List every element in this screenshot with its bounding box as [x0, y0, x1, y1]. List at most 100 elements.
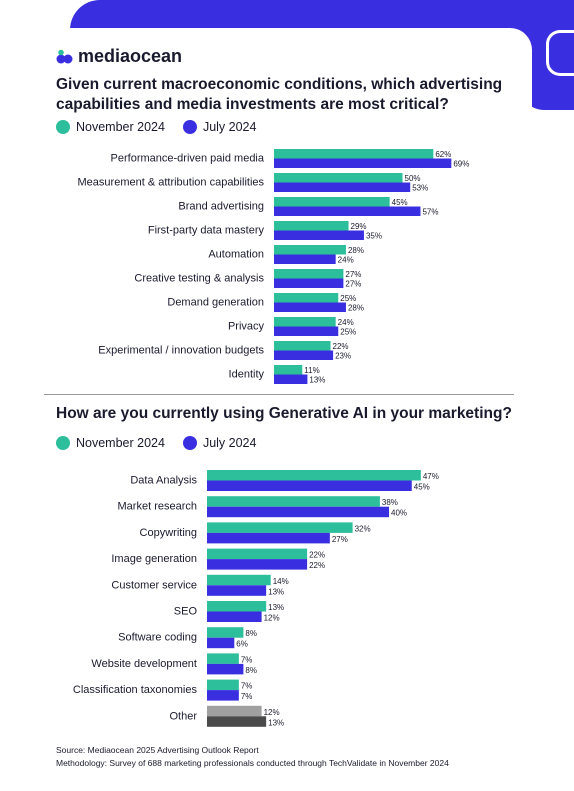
data-label: 7%: [241, 692, 253, 701]
bar-jul: [207, 585, 267, 596]
category-label: Market research: [118, 501, 197, 513]
data-label: 13%: [268, 603, 284, 612]
bar-jul: [274, 374, 308, 384]
category-label: SEO: [174, 606, 198, 618]
bar-nov: [274, 269, 344, 279]
bar-nov: [207, 574, 271, 586]
bar-jul: [274, 326, 339, 336]
bar-nov: [274, 365, 303, 375]
data-label: 27%: [332, 535, 348, 544]
bar-nov: [207, 601, 267, 612]
data-label: 12%: [264, 708, 280, 717]
data-label: 45%: [392, 198, 408, 207]
bar-jul: [207, 532, 330, 544]
data-label: 53%: [412, 184, 428, 193]
category-label: First-party data mastery: [148, 225, 265, 237]
data-label: 69%: [453, 160, 469, 169]
bar-nov: [274, 197, 390, 207]
bar-jul: [207, 637, 235, 649]
category-label: Data Analysis: [130, 475, 197, 487]
data-label: 13%: [268, 587, 284, 596]
data-label: 13%: [309, 376, 325, 385]
bar-nov: [207, 470, 421, 481]
bar-nov: [274, 341, 331, 351]
category-label: Classification taxonomies: [73, 684, 198, 696]
category-label: Other: [169, 710, 197, 722]
category-label: Identity: [229, 369, 265, 381]
chart2-legend: November 2024 July 2024: [56, 436, 274, 450]
bar-nov: [207, 522, 353, 533]
data-label: 7%: [241, 682, 253, 691]
legend-jul-swatch: [182, 436, 197, 450]
partial-logo-icon: [546, 30, 574, 76]
bar-nov: [207, 705, 262, 717]
data-label: 22%: [309, 551, 325, 560]
bar-nov: [274, 221, 349, 231]
legend-jul-label: July 2024: [202, 436, 257, 450]
category-label: Brand advertising: [178, 201, 264, 213]
bar-nov: [274, 173, 403, 183]
bar-jul: [207, 559, 308, 570]
category-label: Measurement & attribution capabilities: [78, 177, 265, 189]
bar-nov: [274, 245, 346, 255]
brand-name: mediaocean: [78, 46, 183, 66]
data-label: 29%: [351, 222, 367, 231]
data-label: 28%: [348, 304, 364, 313]
data-label: 23%: [335, 352, 351, 361]
data-label: 24%: [338, 256, 354, 265]
bar-jul: [274, 278, 344, 288]
data-label: 24%: [338, 318, 354, 327]
bar-jul: [207, 663, 244, 675]
bar-jul: [207, 506, 389, 518]
chart2-bars: Data Analysis 47% 45% Market research 38% 40%…: [73, 470, 439, 727]
data-label: 12%: [264, 614, 280, 623]
data-label: 47%: [423, 472, 439, 481]
bar-jul: [207, 716, 267, 727]
data-label: 13%: [268, 718, 284, 727]
bar-jul: [274, 158, 452, 168]
data-label: 57%: [422, 208, 438, 217]
mediaocean-logo-icon: [56, 49, 73, 63]
bar-nov: [274, 149, 434, 159]
legend-nov-swatch: [56, 120, 70, 134]
category-label: Image generation: [111, 553, 197, 565]
legend-nov-label: November 2024: [76, 436, 165, 450]
brand-logo: mediaocean: [56, 46, 182, 67]
bar-jul: [274, 254, 336, 264]
footer-source: Source: Mediaocean 2025 Advertising Outl…: [56, 745, 259, 755]
data-label: 8%: [245, 666, 257, 675]
bar-jul: [207, 611, 262, 622]
bar-jul: [274, 206, 421, 216]
data-label: 40%: [391, 509, 407, 518]
data-label: 25%: [340, 294, 356, 303]
category-label: Experimental / innovation budgets: [98, 345, 264, 357]
data-label: 27%: [345, 280, 361, 289]
footer-methodology: Methodology: Survey of 688 marketing pro…: [56, 758, 449, 768]
legend-nov-label: November 2024: [76, 120, 165, 134]
category-label: Customer service: [111, 579, 197, 591]
data-label: 11%: [304, 366, 319, 375]
bar-jul: [274, 182, 411, 192]
bar-jul: [207, 480, 412, 491]
category-label: Demand generation: [167, 297, 264, 309]
category-label: Website development: [91, 658, 197, 670]
data-label: 22%: [333, 342, 349, 351]
data-label: 45%: [414, 483, 430, 492]
data-label: 27%: [345, 270, 361, 279]
data-label: 6%: [236, 640, 248, 649]
data-label: 32%: [355, 524, 371, 533]
chart1-bars: Performance-driven paid media 62%69% Measu…: [78, 149, 469, 385]
category-label: Privacy: [228, 321, 265, 333]
chart1-legend: November 2024 July 2024: [56, 120, 274, 134]
bar-nov: [207, 627, 244, 638]
bar-nov: [207, 496, 380, 507]
bar-jul: [274, 230, 364, 240]
category-label: Copywriting: [140, 527, 197, 539]
bar-nov: [274, 317, 336, 327]
data-label: 7%: [241, 655, 253, 664]
data-label: 35%: [366, 232, 382, 241]
legend-jul-label: July 2024: [202, 120, 257, 134]
data-label: 62%: [435, 150, 451, 159]
data-label: 22%: [309, 561, 325, 570]
bar-jul: [274, 350, 334, 360]
